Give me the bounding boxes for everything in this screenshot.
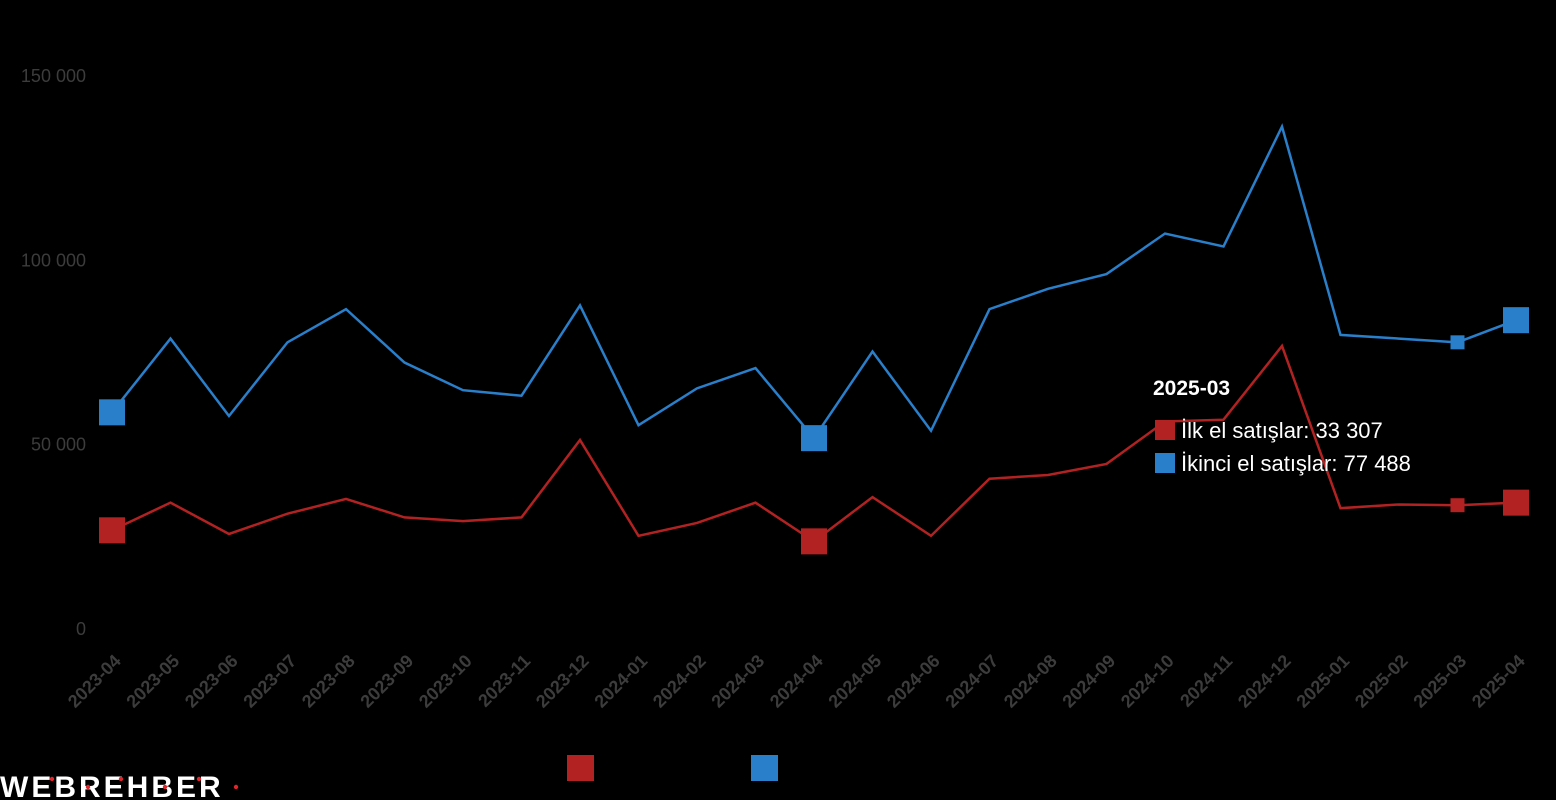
data-point-marker[interactable]	[801, 528, 827, 555]
x-tick-label: 2024-02	[649, 651, 710, 712]
tooltip-swatch	[1155, 420, 1175, 440]
y-axis-ticks: 0 50 000 100 000 150 000	[21, 66, 86, 639]
tooltip-row: İkinci el satışlar: 77 488	[1181, 451, 1411, 476]
webrehber-logo: WEBREHBER	[0, 771, 239, 800]
data-point-marker[interactable]	[1503, 489, 1529, 516]
legend-label[interactable]: İkinci el satışlar	[785, 758, 922, 781]
y-tick-label: 50 000	[31, 435, 86, 455]
logo-dot	[233, 784, 239, 790]
x-tick-label: 2024-06	[883, 651, 944, 712]
x-tick-label: 2024-10	[1117, 651, 1178, 712]
data-point-marker[interactable]	[1450, 498, 1465, 513]
y-tick-label: 100 000	[21, 250, 86, 270]
legend-swatch[interactable]	[751, 755, 778, 781]
x-tick-label: 2024-07	[941, 651, 1002, 712]
x-tick-label: 2024-01	[590, 651, 651, 712]
logo-dot	[162, 784, 168, 790]
legend-label[interactable]: İlk el satışlar	[601, 758, 712, 781]
x-tick-label: 2025-03	[1409, 651, 1470, 712]
tooltip-title: 2025-03	[1153, 377, 1230, 400]
y-tick-label: 0	[76, 619, 86, 639]
data-point-marker[interactable]	[801, 425, 827, 452]
series-lines	[111, 123, 1517, 543]
tooltip-row: İlk el satışlar: 33 307	[1181, 418, 1383, 443]
x-tick-label: 2023-10	[415, 651, 476, 712]
x-tick-label: 2023-06	[181, 651, 242, 712]
x-axis-ticks: 2023-042023-052023-062023-072023-082023-…	[64, 651, 1529, 712]
x-tick-label: 2024-09	[1058, 651, 1119, 712]
y-tick-label: 150 000	[21, 66, 86, 86]
x-tick-label: 2025-01	[1292, 651, 1353, 712]
x-tick-label: 2024-05	[824, 651, 885, 712]
x-tick-label: 2024-12	[1234, 651, 1295, 712]
tooltip: 2025-03 İlk el satışlar: 33 307 İkinci el …	[1153, 377, 1411, 476]
x-tick-label: 2024-04	[766, 651, 827, 712]
x-tick-label: 2025-04	[1468, 651, 1529, 712]
x-tick-label: 2024-11	[1176, 651, 1236, 711]
x-tick-label: 2025-02	[1351, 651, 1412, 712]
data-point-marker[interactable]	[99, 399, 125, 426]
x-tick-label: 2023-07	[239, 651, 300, 712]
legend[interactable]: İlk el satışlar İkinci el satışlar	[567, 755, 922, 781]
tooltip-swatch	[1155, 453, 1175, 473]
logo-text: WEBREHBER	[0, 771, 224, 800]
x-tick-label: 2023-11	[474, 651, 534, 711]
logo-dot	[49, 776, 55, 782]
logo-dot	[85, 784, 91, 790]
x-tick-label: 2023-04	[64, 651, 125, 712]
x-tick-label: 2023-09	[356, 651, 417, 712]
x-tick-label: 2023-12	[532, 651, 593, 712]
x-tick-label: 2023-05	[122, 651, 183, 712]
logo-dot	[118, 776, 124, 782]
series-line-2	[111, 123, 1517, 441]
logo-dot	[196, 776, 202, 782]
series-markers[interactable]	[99, 307, 1529, 555]
x-tick-label: 2023-08	[298, 651, 359, 712]
x-tick-label: 2024-03	[707, 651, 768, 712]
legend-swatch[interactable]	[567, 755, 594, 781]
data-point-marker[interactable]	[99, 517, 125, 544]
x-tick-label: 2024-08	[1000, 651, 1061, 712]
data-point-marker[interactable]	[1450, 335, 1465, 350]
data-point-marker[interactable]	[1503, 307, 1529, 334]
